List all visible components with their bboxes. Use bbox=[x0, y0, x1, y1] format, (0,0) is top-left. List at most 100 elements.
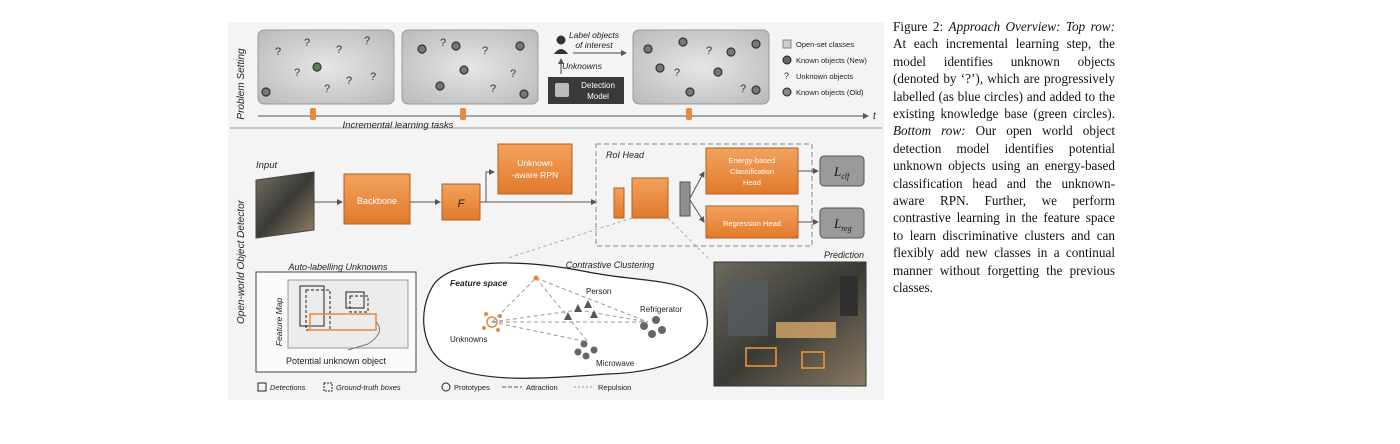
unknown-markers: ???? ???? ???? ??? bbox=[275, 35, 746, 95]
caption-bottom-row: Bottom row: bbox=[893, 123, 966, 139]
input-image bbox=[255, 171, 315, 239]
caption-text-2: Our open world object detection model id… bbox=[893, 123, 1116, 296]
cls-head-line-3: Head bbox=[743, 178, 761, 187]
zoom-line-left bbox=[507, 217, 633, 259]
auto-labelling-panel: Auto-labelling Unknowns Feature Map Pote… bbox=[255, 262, 417, 373]
person-cluster bbox=[564, 300, 598, 320]
backbone-label: Backbone bbox=[357, 196, 397, 206]
roi-feature-block bbox=[631, 177, 669, 219]
caption-text-1: At each incremental learning step, the m… bbox=[893, 36, 1115, 122]
cls-loss-symbol: Lclf bbox=[833, 164, 851, 181]
svg-text:?: ? bbox=[336, 44, 342, 56]
detector-row: Input Backbone F Unknown -aware RPN RoI … bbox=[255, 143, 867, 387]
roi-head-box bbox=[595, 143, 813, 247]
detection-box bbox=[745, 347, 777, 367]
class-label-microwave: Microwave bbox=[596, 359, 635, 368]
input-label: Input bbox=[256, 160, 277, 171]
problem-setting-row: ???? ???? ???? ??? Label objects of inte… bbox=[257, 29, 877, 131]
caption-title: Approach Overview: bbox=[948, 19, 1061, 34]
rpn-label-1: Unknown bbox=[517, 158, 553, 168]
svg-text:?: ? bbox=[510, 68, 516, 80]
task-panel-1 bbox=[257, 29, 395, 105]
detection-rect bbox=[345, 291, 365, 309]
svg-text:?: ? bbox=[490, 83, 496, 95]
svg-text:?: ? bbox=[440, 37, 446, 49]
roi-head-label: RoI Head bbox=[606, 150, 645, 160]
contrastive-title: Contrastive Clustering bbox=[566, 260, 655, 270]
potential-unknown-label: Potential unknown object bbox=[286, 356, 387, 366]
reg-head-block bbox=[705, 205, 799, 239]
svg-text:Known objects (Old): Known objects (Old) bbox=[796, 88, 864, 97]
robot-icon bbox=[555, 83, 569, 97]
svg-text:?: ? bbox=[304, 37, 310, 49]
svg-text:?: ? bbox=[324, 83, 330, 95]
caption-label: Figure 2: bbox=[893, 19, 944, 34]
reg-loss-symbol: Lreg bbox=[833, 216, 852, 233]
feature-space-blob bbox=[423, 262, 708, 379]
microwave-cluster bbox=[574, 340, 598, 360]
cls-head-block bbox=[705, 147, 799, 195]
unknown-cluster bbox=[482, 275, 539, 332]
cls-loss-box bbox=[819, 155, 865, 187]
feature-space-label: Feature space bbox=[450, 278, 507, 288]
refrigerator-cluster bbox=[640, 316, 666, 338]
svg-text:?: ? bbox=[706, 45, 712, 57]
reg-loss-box bbox=[819, 207, 865, 239]
known-object-markers bbox=[261, 37, 761, 99]
person-body-icon bbox=[554, 49, 568, 54]
svg-text:Open-set classes: Open-set classes bbox=[796, 40, 854, 49]
prediction-label: Prediction bbox=[824, 250, 864, 260]
unknowns-label: Unknowns bbox=[562, 61, 602, 71]
svg-text:?: ? bbox=[740, 83, 746, 95]
cls-head-line-2: Classification bbox=[730, 167, 774, 176]
top-legend: Open-set classes Known objects (New) ? U… bbox=[782, 39, 867, 97]
label-objects: Label objects bbox=[569, 30, 620, 40]
svg-text:?: ? bbox=[482, 45, 488, 57]
detection-rect bbox=[299, 285, 325, 327]
svg-text:Attraction: Attraction bbox=[526, 383, 558, 392]
svg-text:?: ? bbox=[346, 75, 352, 87]
to-cls-arrow bbox=[689, 171, 705, 199]
model-label: Model bbox=[587, 92, 609, 101]
caption-top-row: Top row: bbox=[1065, 19, 1115, 34]
feature-block bbox=[441, 183, 481, 221]
feature-label: F bbox=[458, 198, 466, 210]
section-label-problem: Problem Setting bbox=[236, 48, 247, 120]
svg-text:Unknown objects: Unknown objects bbox=[796, 72, 853, 81]
task-panel-3 bbox=[632, 29, 770, 105]
task-marker-3 bbox=[686, 108, 692, 120]
svg-text:Detections: Detections bbox=[270, 383, 306, 392]
feature-to-rpn-arrow bbox=[485, 169, 495, 202]
of-interest: of interest bbox=[575, 40, 613, 50]
section-label-detector: Open-world Object Detector bbox=[236, 199, 247, 324]
rpn-block bbox=[497, 143, 573, 195]
cls-head-line-1: Energy-based bbox=[729, 156, 776, 165]
svg-text:Ground-truth boxes: Ground-truth boxes bbox=[336, 383, 401, 392]
task-marker-2 bbox=[460, 108, 466, 120]
svg-text:?: ? bbox=[674, 67, 680, 79]
fridge-region bbox=[728, 280, 768, 336]
task-panel-2 bbox=[401, 29, 539, 105]
detection-label: Detection bbox=[581, 81, 615, 90]
auto-label-title: Auto-labelling Unknowns bbox=[287, 262, 388, 272]
roi-pool-block bbox=[613, 187, 625, 219]
svg-text:?: ? bbox=[294, 67, 300, 79]
feature-map-label: Feature Map bbox=[274, 298, 284, 346]
reg-head-label: Regression Head bbox=[723, 219, 781, 228]
svg-text:Repulsion: Repulsion bbox=[598, 383, 631, 392]
figure-caption: Figure 2: Approach Overview: Top row: At… bbox=[893, 18, 1115, 297]
to-reg-arrow bbox=[689, 199, 705, 223]
detection-box bbox=[801, 351, 825, 369]
class-label-person: Person bbox=[586, 287, 611, 296]
svg-text:Known objects (New): Known objects (New) bbox=[796, 56, 867, 65]
rpn-label-2: -aware RPN bbox=[512, 170, 558, 180]
task-marker-1 bbox=[310, 108, 316, 120]
person-region bbox=[840, 276, 858, 316]
gt-rect bbox=[349, 295, 369, 313]
svg-text:?: ? bbox=[275, 46, 281, 58]
contrastive-panel: Contrastive Clustering Feature space Per… bbox=[423, 260, 708, 379]
svg-text:Prototypes: Prototypes bbox=[454, 383, 490, 392]
time-symbol: t bbox=[873, 111, 877, 122]
svg-text:?: ? bbox=[784, 71, 789, 81]
attraction-lines bbox=[491, 277, 649, 343]
